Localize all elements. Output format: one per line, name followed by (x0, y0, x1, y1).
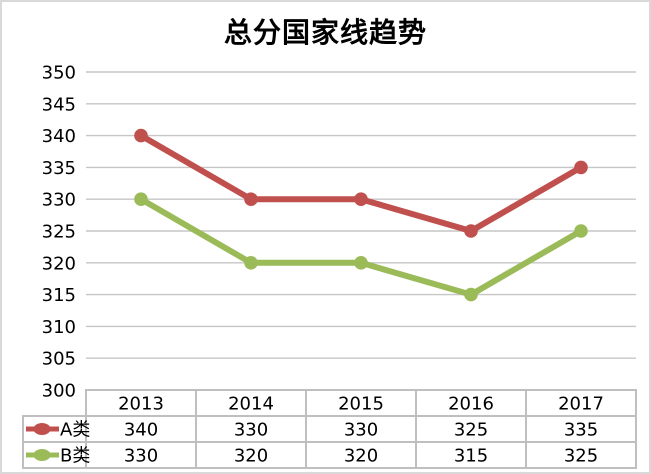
y-tick-label: 310 (42, 317, 76, 338)
chart-title: 总分国家线趋势 (223, 16, 427, 49)
table-header-year: 2016 (448, 394, 494, 415)
legend-key-marker-icon (33, 423, 51, 435)
y-axis: 300 305 310 315 320 325 330 335 340 345 350 (42, 63, 76, 402)
table-header-year: 2013 (118, 394, 164, 415)
series-marker (134, 192, 148, 206)
series-A类 (134, 128, 588, 238)
series-marker (244, 192, 258, 206)
legend-item-A类: A类 (26, 420, 90, 441)
table-cell-value: 320 (234, 446, 268, 467)
table-cell-value: 320 (344, 446, 378, 467)
series-marker (574, 160, 588, 175)
y-tick-label: 300 (42, 381, 76, 402)
table-cell-value: 335 (564, 420, 598, 441)
series-B类 (134, 192, 588, 302)
y-tick-label: 305 (42, 349, 76, 370)
table-cell-value: 330 (124, 446, 158, 467)
series-line (138, 132, 584, 234)
series-marker (464, 224, 478, 238)
series-marker (354, 255, 368, 270)
series-marker (134, 128, 148, 143)
series-marker (464, 287, 478, 302)
table-header-year: 2015 (338, 394, 384, 415)
y-tick-label: 315 (42, 285, 76, 306)
y-tick-label: 325 (42, 222, 76, 243)
table-cell-value: 330 (344, 420, 378, 441)
series-line (138, 196, 584, 298)
series-marker (574, 224, 588, 238)
table-cell-value: 325 (564, 446, 598, 467)
y-tick-label: 350 (42, 63, 76, 84)
table-cell-value: 325 (454, 420, 488, 441)
table-header-year: 2017 (558, 394, 604, 415)
y-tick-label: 345 (42, 94, 76, 115)
legend-label: B类 (60, 446, 90, 467)
legend-key-marker-icon (33, 449, 51, 461)
y-tick-label: 330 (42, 190, 76, 211)
table-header-year: 2014 (228, 394, 274, 415)
legend-label: A类 (60, 420, 90, 441)
table-cell-value: 330 (234, 420, 268, 441)
y-tick-label: 320 (42, 253, 76, 274)
series-marker (354, 192, 368, 206)
legend-item-B类: B类 (26, 446, 90, 467)
series-marker (244, 255, 258, 270)
y-tick-label: 335 (42, 158, 76, 179)
table-cell-value: 340 (124, 420, 158, 441)
data-table: 2013 2014 2015 2016 2017 A类 340 330 330 325 335 B类 3… (22, 389, 637, 469)
table-cell-value: 315 (454, 446, 488, 467)
y-tick-label: 340 (42, 126, 76, 147)
